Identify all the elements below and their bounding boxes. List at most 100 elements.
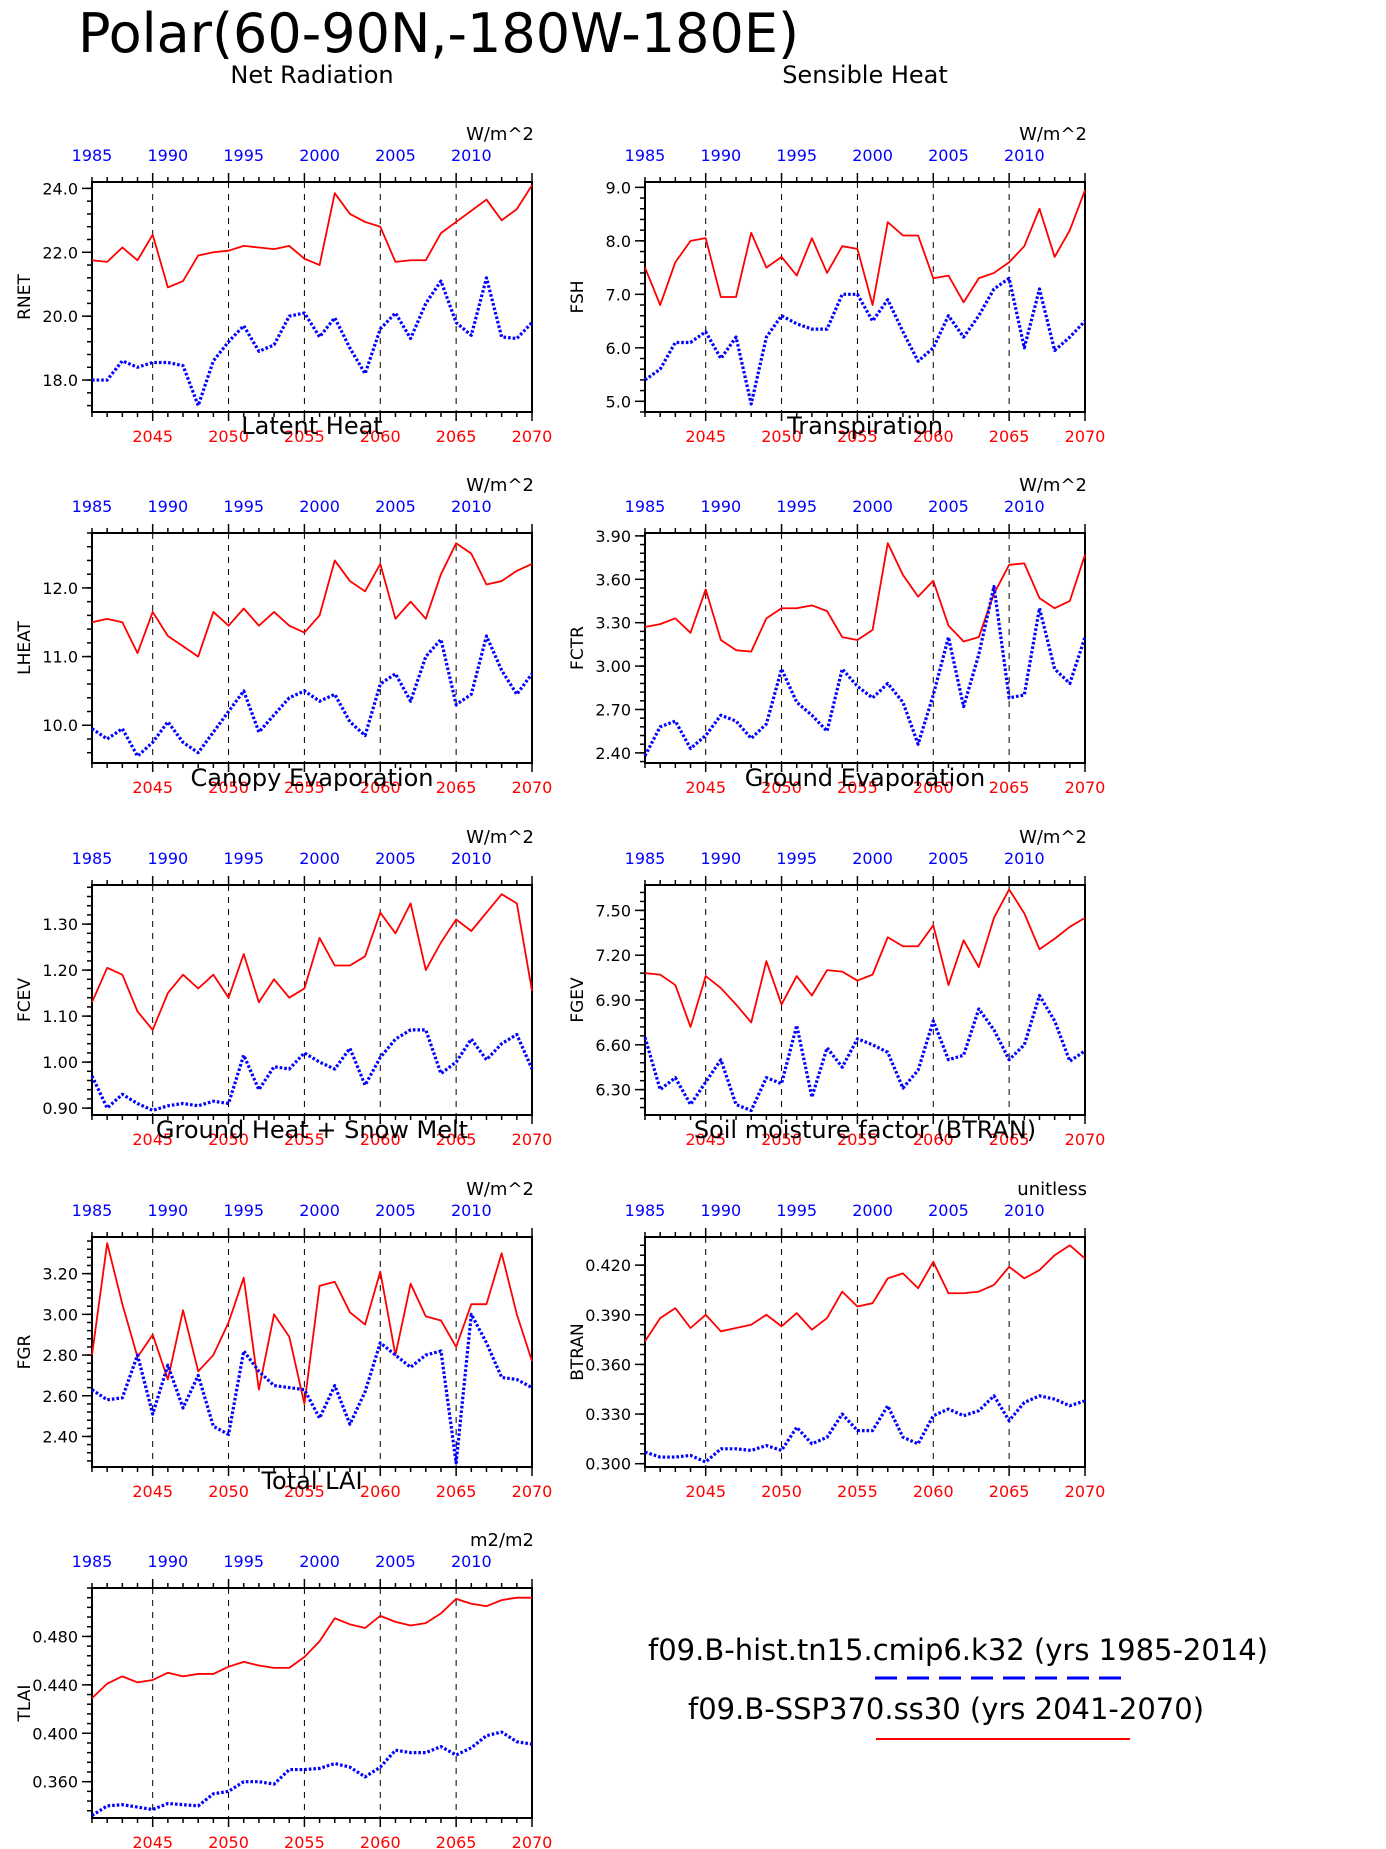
y-tick-label: 7.50 (595, 901, 631, 920)
x-tick-label-top: 2010 (451, 849, 492, 868)
x-tick-label-top: 2010 (451, 497, 492, 516)
x-tick-label-top: 2005 (928, 1201, 969, 1220)
y-axis-label: TLAI (15, 1685, 35, 1723)
x-tick-label-bottom: 2045 (685, 778, 726, 797)
x-tick-label-top: 1990 (148, 497, 189, 516)
y-tick-label: 0.360 (585, 1355, 631, 1374)
x-tick-label-bottom: 2055 (837, 427, 878, 446)
plot-frame (644, 532, 1086, 764)
panel-title: Total LAI (260, 1467, 362, 1495)
panel-title: Ground Heat + Snow Melt (156, 1116, 468, 1144)
y-tick-label: 6.90 (595, 991, 631, 1010)
y-tick-label: 9.0 (606, 178, 631, 197)
x-tick-label-top: 1995 (776, 1201, 817, 1220)
x-tick-label-bottom: 2065 (989, 427, 1030, 446)
x-tick-label-top: 1985 (625, 849, 666, 868)
legend: f09.B-hist.tn15.cmip6.k32 (yrs 1985-2014… (648, 1633, 1268, 1740)
x-tick-label-bottom: 2050 (208, 427, 249, 446)
panel-title: Transpiration (786, 412, 943, 440)
x-tick-label-top: 2010 (1004, 497, 1045, 516)
x-tick-label-bottom: 2070 (1065, 1482, 1106, 1501)
y-tick-label: 5.0 (606, 392, 631, 411)
series-future-line (644, 189, 1086, 306)
x-tick-label-top: 1985 (625, 1201, 666, 1220)
x-tick-label-top: 2005 (928, 146, 969, 165)
panel-units: W/m^2 (1019, 124, 1087, 145)
x-tick-label-top: 1995 (776, 849, 817, 868)
x-tick-label-bottom: 2045 (132, 1833, 173, 1849)
panel-lheat: Latent Heat W/m^2 LHEAT 2045 2050 2055 2060 206… (15, 412, 552, 797)
x-tick-label-bottom: 2060 (360, 778, 401, 797)
figure-title: Polar(60-90N,-180W-180E) (78, 2, 799, 65)
panel-title: Net Radiation (230, 61, 393, 89)
plot-frame (91, 1587, 533, 1819)
x-tick-label-top: 2000 (299, 1201, 340, 1220)
x-tick-label-top: 2005 (375, 849, 416, 868)
panel-units: m2/m2 (470, 1530, 534, 1551)
y-axis-label: RNET (15, 274, 35, 320)
y-tick-label: 3.00 (595, 657, 631, 676)
x-tick-label-top: 2010 (1004, 849, 1045, 868)
x-tick-label-bottom: 2065 (436, 1482, 477, 1501)
x-tick-label-bottom: 2055 (837, 1482, 878, 1501)
x-tick-label-bottom: 2060 (360, 1833, 401, 1849)
legend-hist-label: f09.B-hist.tn15.cmip6.k32 (yrs 1985-2014… (648, 1633, 1268, 1667)
y-tick-label: 24.0 (42, 179, 78, 198)
series-hist-line (644, 1394, 1086, 1464)
y-tick-label: 6.0 (606, 339, 631, 358)
series-future-line (91, 184, 533, 289)
x-tick-label-top: 2000 (852, 146, 893, 165)
series-future-line (644, 542, 1086, 653)
x-tick-label-bottom: 2060 (913, 427, 954, 446)
plot-frame (644, 181, 1086, 413)
plot-frame (644, 884, 1086, 1116)
plot-frame (91, 884, 533, 1116)
y-tick-label: 0.400 (32, 1724, 78, 1743)
x-tick-label-bottom: 2055 (284, 1833, 325, 1849)
x-tick-label-top: 2010 (1004, 1201, 1045, 1220)
y-tick-label: 3.00 (42, 1305, 78, 1324)
x-tick-label-bottom: 2060 (360, 1130, 401, 1149)
y-axis-label: LHEAT (15, 621, 35, 675)
y-axis-label: FCEV (15, 978, 35, 1022)
x-tick-label-bottom: 2045 (132, 1482, 173, 1501)
x-tick-label-bottom: 2045 (685, 427, 726, 446)
legend-future-label: f09.B-SSP370.ss30 (yrs 2041-2070) (688, 1692, 1204, 1726)
x-tick-label-top: 1990 (701, 146, 742, 165)
panel-title: Soil moisture factor (BTRAN) (694, 1116, 1036, 1144)
y-axis-label: FGR (15, 1334, 35, 1369)
y-tick-label: 3.90 (595, 527, 631, 546)
x-tick-label-top: 2010 (451, 1201, 492, 1220)
y-tick-label: 2.40 (42, 1427, 78, 1446)
x-tick-label-top: 2005 (375, 1201, 416, 1220)
x-tick-label-top: 1985 (72, 497, 113, 516)
series-hist-line (92, 276, 534, 408)
x-tick-label-bottom: 2070 (512, 1130, 553, 1149)
x-tick-label-bottom: 2065 (989, 1130, 1030, 1149)
x-tick-label-top: 2000 (852, 1201, 893, 1220)
x-tick-label-bottom: 2050 (761, 1130, 802, 1149)
x-tick-label-bottom: 2060 (913, 1130, 954, 1149)
x-tick-label-top: 2010 (451, 1552, 492, 1571)
x-tick-label-bottom: 2050 (208, 1833, 249, 1849)
y-tick-label: 1.30 (42, 915, 78, 934)
y-tick-label: 22.0 (42, 243, 78, 262)
series-future-line (91, 1596, 532, 1699)
x-tick-label-bottom: 2065 (989, 778, 1030, 797)
series-hist-line (644, 276, 1087, 406)
panel-units: W/m^2 (466, 475, 534, 496)
x-tick-label-bottom: 2050 (761, 1482, 802, 1501)
y-tick-label: 1.10 (42, 1007, 78, 1026)
y-tick-label: 0.300 (585, 1455, 631, 1474)
x-tick-label-top: 2000 (852, 849, 893, 868)
x-tick-label-top: 2005 (375, 497, 416, 516)
y-tick-label: 0.480 (32, 1627, 78, 1646)
y-tick-label: 0.90 (42, 1099, 78, 1118)
panel-units: W/m^2 (1019, 475, 1087, 496)
x-tick-label-bottom: 2045 (685, 1482, 726, 1501)
x-tick-label-bottom: 2065 (436, 1130, 477, 1149)
x-tick-label-bottom: 2045 (132, 427, 173, 446)
x-tick-label-top: 2010 (451, 146, 492, 165)
y-tick-label: 2.80 (42, 1346, 78, 1365)
x-tick-label-top: 2005 (375, 1552, 416, 1571)
